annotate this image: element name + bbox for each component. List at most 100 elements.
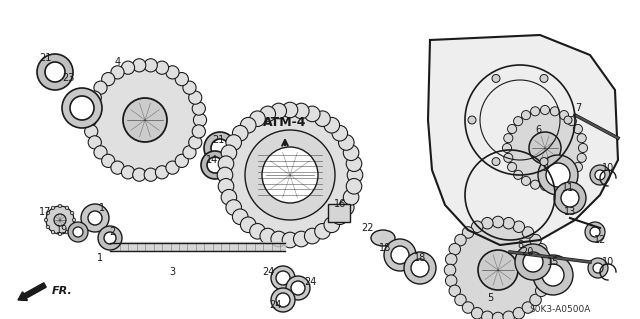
Circle shape	[546, 163, 570, 187]
Circle shape	[250, 111, 266, 127]
Circle shape	[577, 153, 586, 162]
Circle shape	[260, 145, 320, 205]
Circle shape	[276, 271, 290, 285]
Circle shape	[37, 54, 73, 90]
Circle shape	[84, 102, 98, 115]
Circle shape	[44, 218, 48, 222]
Bar	[328, 204, 350, 222]
Circle shape	[492, 74, 500, 82]
Circle shape	[454, 294, 466, 306]
Circle shape	[503, 311, 515, 319]
Text: 9: 9	[542, 163, 548, 173]
Circle shape	[347, 167, 363, 183]
Circle shape	[550, 107, 559, 116]
Circle shape	[444, 264, 456, 276]
Circle shape	[104, 232, 116, 244]
Circle shape	[462, 302, 474, 313]
Circle shape	[573, 162, 582, 172]
Circle shape	[102, 72, 115, 86]
Circle shape	[540, 74, 548, 82]
Circle shape	[332, 209, 348, 225]
Circle shape	[346, 156, 362, 172]
Text: 20: 20	[521, 247, 533, 257]
Text: 8: 8	[517, 240, 523, 250]
Text: 7: 7	[575, 103, 581, 113]
Circle shape	[449, 285, 461, 297]
Circle shape	[294, 103, 309, 119]
Circle shape	[492, 216, 504, 228]
Circle shape	[343, 145, 359, 160]
Text: FR.: FR.	[52, 286, 73, 296]
Circle shape	[445, 275, 457, 286]
Circle shape	[166, 66, 179, 79]
Circle shape	[226, 200, 241, 215]
Circle shape	[226, 135, 241, 150]
Circle shape	[384, 239, 416, 271]
Circle shape	[472, 221, 483, 233]
Circle shape	[462, 227, 474, 238]
Circle shape	[504, 134, 513, 143]
Circle shape	[122, 61, 134, 74]
Circle shape	[54, 214, 66, 226]
Polygon shape	[428, 35, 618, 245]
Circle shape	[241, 217, 256, 233]
Circle shape	[58, 204, 61, 208]
Circle shape	[561, 189, 579, 207]
FancyArrow shape	[18, 283, 46, 300]
Circle shape	[88, 211, 102, 225]
Circle shape	[183, 81, 196, 94]
Circle shape	[539, 254, 550, 265]
Circle shape	[70, 225, 74, 229]
Circle shape	[250, 224, 266, 239]
Circle shape	[193, 113, 207, 127]
Circle shape	[332, 125, 348, 141]
Circle shape	[218, 156, 234, 172]
Text: S0K3-A0500A: S0K3-A0500A	[529, 306, 591, 315]
Circle shape	[454, 234, 466, 246]
Circle shape	[217, 167, 233, 183]
Text: 21: 21	[39, 53, 51, 63]
Circle shape	[513, 116, 523, 126]
Circle shape	[83, 113, 97, 127]
Circle shape	[588, 258, 608, 278]
Circle shape	[540, 158, 548, 166]
Circle shape	[513, 170, 523, 179]
Circle shape	[51, 206, 54, 210]
Circle shape	[189, 136, 202, 149]
Circle shape	[291, 281, 305, 295]
Text: 10: 10	[602, 257, 614, 267]
Circle shape	[46, 211, 49, 215]
Text: 22: 22	[362, 223, 374, 233]
Text: 4: 4	[115, 57, 121, 67]
Circle shape	[450, 222, 546, 318]
Text: 1: 1	[99, 203, 105, 213]
Text: 24: 24	[304, 277, 316, 287]
Circle shape	[515, 244, 551, 280]
Circle shape	[481, 218, 493, 229]
Text: 16: 16	[334, 199, 346, 209]
Circle shape	[539, 275, 550, 286]
Circle shape	[232, 209, 248, 225]
Circle shape	[111, 161, 124, 174]
Text: 3: 3	[169, 267, 175, 277]
Circle shape	[241, 117, 256, 133]
Circle shape	[73, 227, 83, 237]
Text: 23: 23	[62, 73, 74, 83]
Text: 12: 12	[594, 235, 606, 245]
Circle shape	[218, 179, 234, 194]
Circle shape	[58, 232, 61, 236]
Circle shape	[225, 110, 355, 240]
Circle shape	[593, 263, 603, 273]
Circle shape	[46, 225, 49, 229]
Circle shape	[232, 125, 248, 141]
Circle shape	[343, 189, 359, 205]
Circle shape	[504, 153, 513, 162]
Circle shape	[189, 91, 202, 104]
Circle shape	[271, 266, 295, 290]
Circle shape	[523, 252, 543, 272]
Circle shape	[540, 182, 550, 190]
Circle shape	[346, 179, 362, 194]
Circle shape	[305, 228, 320, 244]
Circle shape	[538, 155, 578, 195]
Circle shape	[530, 294, 541, 306]
